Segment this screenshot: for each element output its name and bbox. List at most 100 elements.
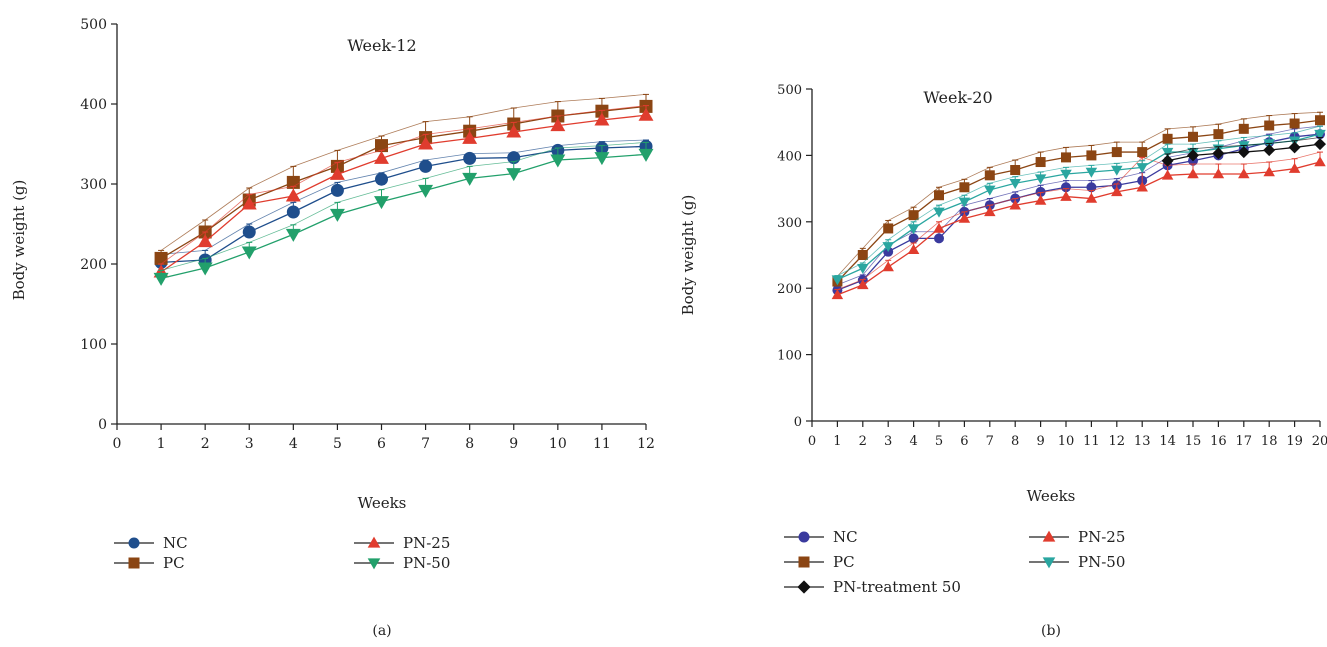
x-tick-label: 19 <box>1286 434 1303 449</box>
legend-item-pn-treatment-50: PN-treatment 50 <box>784 578 961 596</box>
x-tick-label: 6 <box>960 434 968 449</box>
data-point <box>933 207 945 218</box>
data-point <box>1009 199 1021 210</box>
y-tick-label: 300 <box>80 177 107 193</box>
y-tick-label: 400 <box>777 149 802 164</box>
data-point <box>1060 190 1072 201</box>
legend-label: NC <box>833 528 858 546</box>
legend-label: PC <box>833 553 855 571</box>
x-tick-label: 15 <box>1185 434 1202 449</box>
series-pc <box>832 111 1325 287</box>
x-tick-label: 11 <box>593 436 611 452</box>
x-tick-label: 2 <box>201 436 210 452</box>
x-tick-label: 20 <box>1312 434 1327 449</box>
data-point <box>594 152 610 166</box>
data-point <box>1187 149 1199 162</box>
y-tick-label: 500 <box>777 83 802 98</box>
data-point <box>959 182 970 193</box>
data-point <box>1314 156 1326 167</box>
legend-label: PN-25 <box>403 534 450 552</box>
x-tick-label: 4 <box>909 434 917 449</box>
x-tick-label: 18 <box>1261 434 1278 449</box>
data-point <box>882 261 894 272</box>
data-point <box>1111 165 1123 176</box>
legend-label: PC <box>163 554 185 572</box>
series-line <box>160 114 647 273</box>
data-point <box>1085 192 1098 203</box>
data-point <box>1061 152 1071 163</box>
series-pc <box>154 93 653 265</box>
data-point <box>594 112 610 126</box>
data-point <box>908 210 919 221</box>
data-point <box>1238 168 1250 179</box>
data-point <box>154 251 168 265</box>
data-point <box>1288 141 1301 154</box>
series-pn-25 <box>831 151 1326 300</box>
error-envelope <box>837 111 1321 277</box>
error-envelope <box>160 94 647 251</box>
data-point <box>506 124 522 138</box>
data-point <box>1314 138 1326 151</box>
data-point <box>1161 147 1174 158</box>
data-point <box>958 212 971 223</box>
x-tick-label: 9 <box>1036 434 1044 449</box>
data-point <box>1264 120 1275 131</box>
data-point <box>419 159 433 173</box>
data-point <box>1060 169 1072 180</box>
data-point <box>984 206 996 217</box>
chart-panel-a: Week-12 Body weight (g) Weeks 0100200300… <box>10 17 655 639</box>
data-point <box>1263 144 1276 157</box>
x-tick-label: 17 <box>1236 434 1253 449</box>
data-point <box>1161 154 1174 167</box>
legend-marker <box>1042 557 1056 569</box>
chart-a-xlabel: Weeks <box>358 494 407 512</box>
legend-item-pn-50: PN-50 <box>1029 553 1125 571</box>
legend-item-nc: NC <box>784 528 858 546</box>
data-point <box>286 205 300 219</box>
data-point <box>857 250 868 260</box>
x-tick-label: 3 <box>245 436 254 452</box>
data-point <box>638 107 654 121</box>
legend-marker <box>798 556 810 568</box>
data-point <box>1188 131 1198 142</box>
data-point <box>1034 194 1047 205</box>
legend-item-pc: PC <box>114 554 185 572</box>
x-tick-label: 7 <box>986 434 994 449</box>
data-point <box>1061 182 1071 193</box>
chart-b-caption: (b) <box>1041 623 1061 639</box>
legend-label: NC <box>163 534 188 552</box>
chart-a-caption: (a) <box>372 623 391 639</box>
data-point <box>1136 181 1148 192</box>
data-point <box>329 208 345 222</box>
x-tick-label: 9 <box>509 436 518 452</box>
y-tick-label: 100 <box>777 349 802 364</box>
data-point <box>907 224 920 235</box>
data-point <box>984 185 996 196</box>
x-tick-label: 8 <box>1011 434 1019 449</box>
data-point <box>831 289 844 300</box>
data-point <box>907 243 920 254</box>
x-tick-label: 7 <box>421 436 430 452</box>
data-point <box>418 136 434 150</box>
data-point <box>958 197 971 208</box>
data-point <box>462 130 478 144</box>
legend-marker <box>128 557 140 569</box>
legend-marker <box>798 531 810 543</box>
data-point <box>934 233 944 244</box>
data-point <box>462 172 478 186</box>
data-point <box>1288 162 1301 173</box>
data-point <box>197 234 213 248</box>
x-tick-label: 1 <box>157 436 166 452</box>
data-point <box>984 170 995 181</box>
x-tick-label: 0 <box>113 436 122 452</box>
series-line <box>837 161 1321 296</box>
series-pn-50 <box>831 125 1326 286</box>
data-point <box>638 148 654 162</box>
data-point <box>857 264 869 275</box>
y-tick-label: 300 <box>777 216 802 231</box>
x-tick-label: 0 <box>808 434 816 449</box>
chart-b-title: Week-20 <box>923 88 992 107</box>
